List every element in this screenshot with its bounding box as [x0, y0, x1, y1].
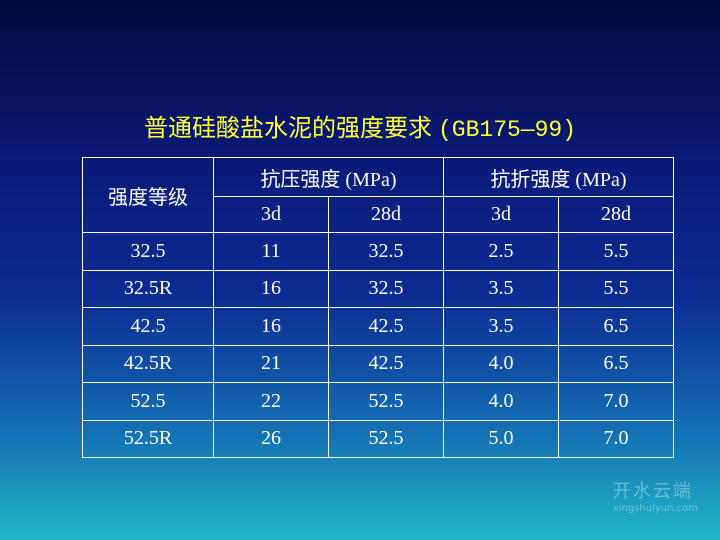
value-cell: 5.5: [558, 269, 674, 308]
subheader: 28d: [558, 196, 674, 233]
value-cell: 42.5: [328, 344, 444, 383]
value-cell: 21: [213, 344, 329, 383]
value-cell: 22: [213, 382, 329, 421]
corner-cell: 强度等级: [82, 157, 214, 233]
value-cell: 26: [213, 419, 329, 458]
value-cell: 6.5: [558, 307, 674, 346]
data-row: 32.5 11 32.5 2.5 5.5: [82, 232, 674, 271]
title-code: (GB175—99): [437, 117, 577, 143]
subheader: 3d: [443, 196, 559, 233]
value-cell: 32.5: [328, 232, 444, 271]
value-cell: 42.5: [328, 307, 444, 346]
data-row: 42.5R 21 42.5 4.0 6.5: [82, 344, 674, 383]
subheader: 28d: [328, 196, 444, 233]
watermark-url: xingshuiyun.com: [612, 503, 698, 514]
value-cell: 3.5: [443, 307, 559, 346]
value-cell: 3.5: [443, 269, 559, 308]
watermark-name: 开水云端: [612, 481, 693, 502]
data-row: 52.5R 26 52.5 5.0 7.0: [82, 419, 674, 458]
header-row: 强度等级 抗压强度 (MPa) 抗折强度 (MPa): [82, 157, 674, 233]
value-cell: 52.5: [328, 382, 444, 421]
value-cell: 52.5: [328, 419, 444, 458]
value-cell: 5.5: [558, 232, 674, 271]
grade-cell: 42.5: [82, 307, 214, 346]
subheader-row: 3d 28d 3d 28d: [83, 196, 674, 233]
value-cell: 7.0: [558, 419, 674, 458]
grade-cell: 32.5R: [82, 269, 214, 308]
value-cell: 4.0: [443, 382, 559, 421]
data-row: 52.5 22 52.5 4.0 7.0: [82, 382, 674, 421]
grade-cell: 32.5: [82, 232, 214, 271]
subheader: 3d: [213, 196, 329, 233]
value-cell: 16: [213, 269, 329, 308]
value-cell: 11: [213, 232, 329, 271]
value-cell: 5.0: [443, 419, 559, 458]
group-header: 抗压强度 (MPa): [213, 157, 444, 197]
watermark: 开水云端 xingshuiyun.com: [613, 477, 698, 514]
value-cell: 32.5: [328, 269, 444, 308]
grade-cell: 42.5R: [82, 344, 214, 383]
title-text: 普通硅酸盐水泥的强度要求: [143, 116, 432, 142]
grade-cell: 52.5: [82, 382, 214, 421]
value-cell: 7.0: [558, 382, 674, 421]
value-cell: 16: [213, 307, 329, 346]
title: 普通硅酸盐水泥的强度要求 (GB175—99): [0, 108, 720, 143]
value-cell: 4.0: [443, 344, 559, 383]
grade-cell: 52.5R: [82, 419, 214, 458]
strength-table: 强度等级 抗压强度 (MPa) 抗折强度 (MPa) 3d 28d 3d 28d 32.5 11…: [82, 157, 674, 458]
group-header: 抗折强度 (MPa): [443, 157, 674, 197]
value-cell: 2.5: [443, 232, 559, 271]
value-cell: 6.5: [558, 344, 674, 383]
data-row: 42.5 16 42.5 3.5 6.5: [82, 307, 674, 346]
data-row: 32.5R 16 32.5 3.5 5.5: [82, 269, 674, 308]
